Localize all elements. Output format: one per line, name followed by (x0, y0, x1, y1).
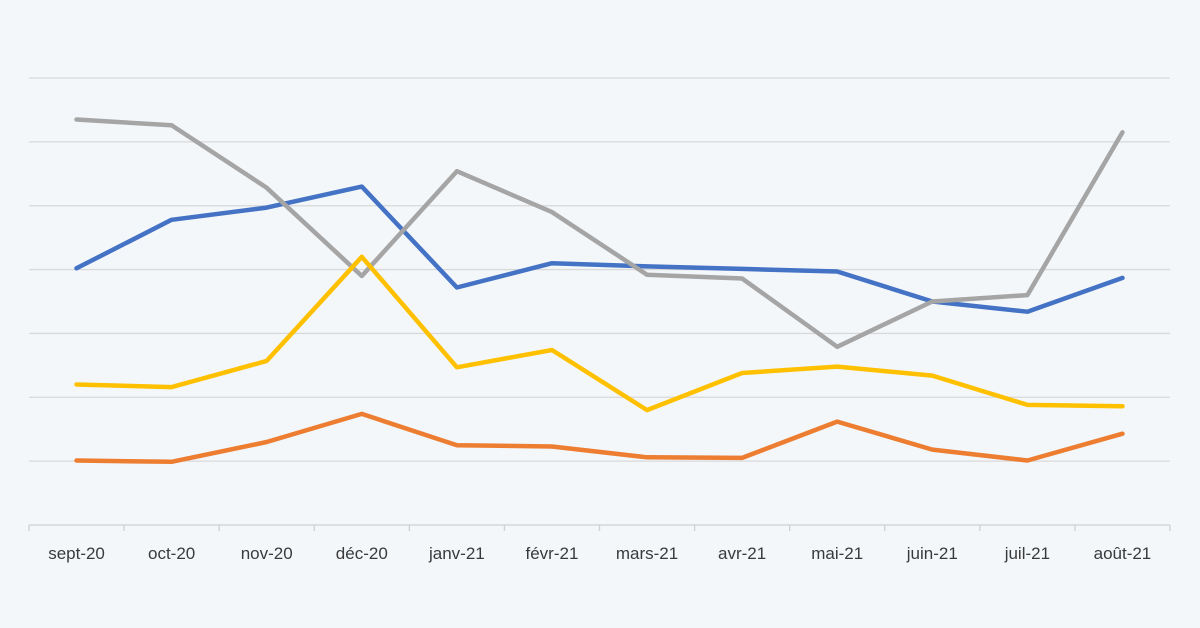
series-lines (74, 117, 1125, 465)
x-tick-label: sept-20 (48, 544, 105, 563)
series-line-3 (74, 254, 1125, 413)
x-tick-label: nov-20 (241, 544, 293, 563)
x-tick-labels: sept-20 oct-20 nov-20 déc-20 janv-21 févr-21 m… (48, 544, 1151, 563)
x-tick-label: févr-21 (525, 544, 578, 563)
x-axis (28, 524, 1171, 531)
gridlines (29, 77, 1170, 462)
series-line-1 (74, 184, 1125, 314)
x-tick-label: août-21 (1094, 544, 1152, 563)
x-tick-label: juil-21 (1004, 544, 1050, 563)
x-tick-label: mars-21 (616, 544, 678, 563)
x-tick-label: juin-21 (906, 544, 958, 563)
x-tick-label: oct-20 (148, 544, 195, 563)
x-tick-label: mai-21 (811, 544, 863, 563)
series-line-2 (74, 117, 1125, 350)
series-line-4 (74, 411, 1125, 465)
x-tick-label: déc-20 (336, 544, 388, 563)
x-tick-label: avr-21 (718, 544, 766, 563)
x-tick-label: janv-21 (428, 544, 485, 563)
